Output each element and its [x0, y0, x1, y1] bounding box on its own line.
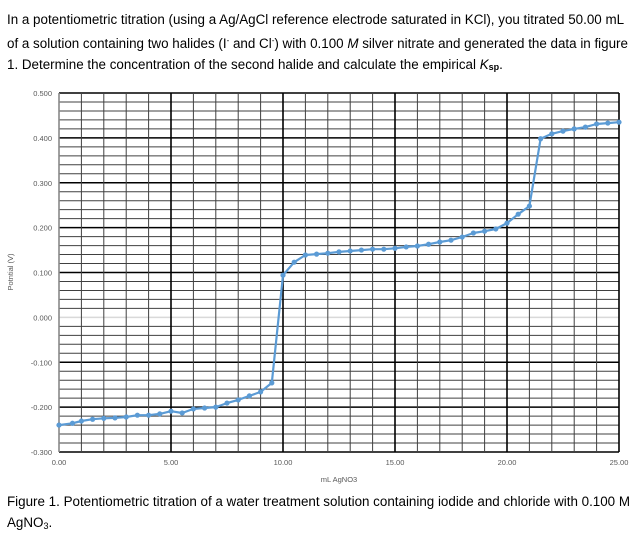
data-point-marker [302, 252, 308, 258]
data-point-marker [90, 416, 96, 422]
data-point-marker [392, 245, 398, 251]
x-tick-label: 20.00 [498, 458, 517, 467]
y-tick-label: 0.000 [33, 313, 52, 322]
data-point-marker [403, 244, 409, 250]
data-point-marker [515, 211, 521, 217]
caption-text: Figure 1. Potentiometric titration of a … [7, 494, 631, 530]
data-point-marker [538, 136, 544, 142]
x-tick-label: 25.00 [610, 458, 629, 467]
data-point-marker [448, 237, 454, 243]
question-text: In a potentiometric titration (using a A… [7, 9, 637, 78]
superscript: - [271, 36, 275, 45]
data-point-marker [224, 400, 230, 406]
caption-end: . [48, 515, 53, 530]
y-axis-ticks: 0.500 0.400 0.300 0.200 0.100 0.000 -0.100 -0.2… [31, 89, 52, 457]
data-point-marker [470, 230, 476, 236]
data-point-marker [560, 128, 566, 134]
y-tick-label: 0.300 [33, 179, 52, 188]
question-part: and Cl [229, 36, 272, 51]
series-line [58, 121, 620, 427]
data-point-marker [269, 380, 275, 386]
data-point-marker [594, 121, 600, 127]
molar-symbol: M [347, 36, 359, 51]
data-point-marker [168, 408, 174, 414]
data-point-marker [235, 397, 241, 403]
data-point-marker [69, 420, 76, 426]
data-point-marker [134, 412, 140, 418]
y-tick-label: -0.100 [31, 358, 52, 367]
x-tick-label: 15.00 [386, 458, 405, 467]
ksp-subscript: sp [488, 62, 500, 72]
data-point-marker [414, 243, 420, 249]
data-point-marker [202, 405, 208, 411]
data-point-marker [157, 411, 163, 417]
data-point-marker [381, 246, 387, 252]
figure-caption: Figure 1. Potentiometric titration of a … [7, 491, 637, 537]
y-axis-label: Potntial (V) [6, 253, 15, 291]
data-point-marker [571, 126, 577, 132]
y-tick-label: 0.400 [33, 134, 52, 143]
data-point-marker [616, 119, 622, 125]
question-part: In a potentiometric titration (using a A… [7, 12, 624, 51]
data-point-marker [213, 404, 219, 410]
data-point-marker [280, 272, 286, 278]
data-point-marker [358, 247, 364, 253]
question-part: silver nitrate and generated the data in… [7, 36, 628, 72]
data-point-marker [190, 406, 196, 412]
data-point-marker [101, 415, 107, 421]
data-point-marker [56, 422, 62, 428]
data-point-marker [582, 124, 589, 130]
chart-grid [58, 92, 620, 453]
data-point-marker [291, 259, 297, 265]
caption-subscript: 3 [43, 521, 49, 531]
data-point-marker [179, 410, 185, 416]
data-point-marker [78, 418, 84, 424]
data-point-marker [347, 248, 353, 254]
x-tick-label: 0.00 [52, 458, 67, 467]
y-tick-label: -0.200 [31, 403, 52, 412]
ksp-symbol: K [479, 57, 489, 72]
superscript: - [226, 36, 230, 45]
data-point-marker [314, 251, 320, 257]
y-tick-label: 0.500 [33, 89, 52, 98]
data-point-marker [146, 412, 152, 418]
data-point-marker [112, 415, 118, 421]
titration-chart: 0.500 0.400 0.300 0.200 0.100 0.000 -0.100 -0.2… [6, 89, 629, 484]
x-axis-label: mL AgNO3 [321, 475, 357, 484]
data-point-marker [370, 246, 376, 252]
data-point-marker [426, 241, 432, 247]
question-part: . [499, 57, 503, 72]
data-point-marker [325, 250, 331, 256]
y-tick-label: 0.200 [33, 224, 52, 233]
data-point-marker [459, 234, 465, 240]
data-point-marker [482, 228, 488, 234]
y-tick-label: -0.300 [31, 448, 52, 457]
data-series [56, 119, 622, 428]
data-point-marker [493, 226, 499, 232]
data-point-marker [504, 220, 510, 226]
data-point-marker [437, 239, 443, 245]
y-tick-label: 0.100 [33, 269, 52, 278]
data-point-marker [123, 414, 129, 420]
data-point-marker [549, 131, 555, 137]
data-point-marker [258, 389, 264, 395]
x-tick-label: 5.00 [164, 458, 179, 467]
question-part: ) with 0.100 [274, 36, 348, 51]
data-point-marker [336, 249, 342, 255]
x-tick-label: 10.00 [274, 458, 293, 467]
x-axis-ticks: 0.00 5.00 10.00 15.00 20.00 25.00 [52, 458, 629, 467]
data-point-marker [246, 393, 252, 399]
data-point-marker [526, 203, 533, 209]
data-point-marker [605, 120, 611, 126]
